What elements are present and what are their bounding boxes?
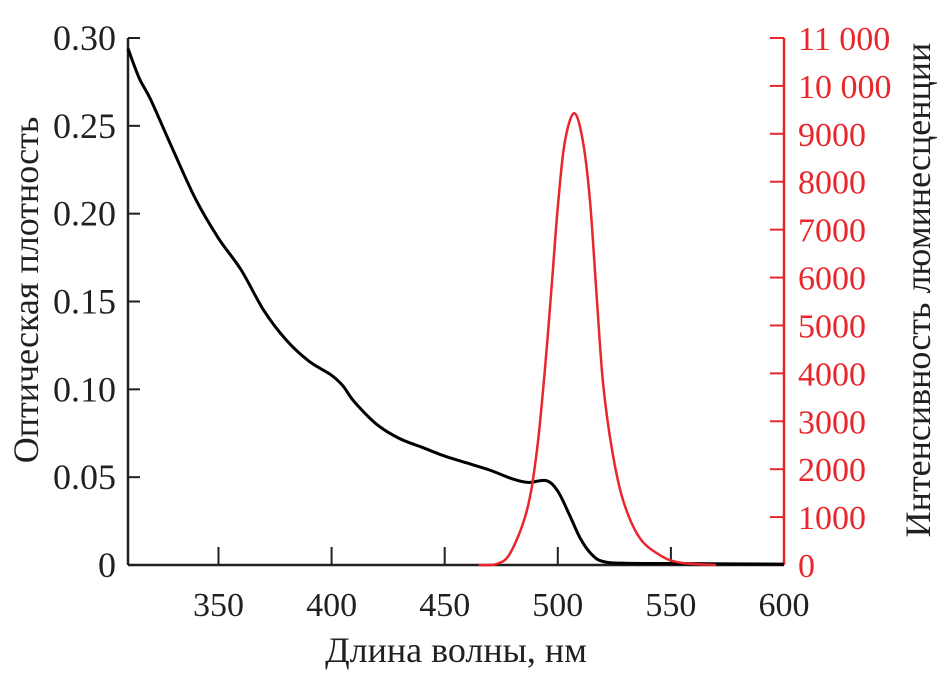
y-left-tick-label: 0.20: [53, 194, 116, 234]
absorption-line: [126, 48, 785, 566]
y-left-tick-label: 0.15: [53, 282, 116, 322]
y-left-tick-label: 0: [98, 545, 116, 585]
y-left-tick-label: 0.25: [53, 106, 116, 146]
y-left-tick-label: 0.30: [53, 18, 116, 58]
x-tick-label: 450: [419, 587, 470, 624]
y-right-tick-label: 1000: [798, 500, 866, 537]
y-right-tick-label: 0: [798, 548, 815, 585]
y-right-tick-label: 2000: [798, 452, 866, 489]
x-tick-label: 550: [645, 587, 696, 624]
x-tick-label: 600: [759, 587, 810, 624]
x-tick-label: 400: [306, 587, 357, 624]
y-right-tick-label: 10 000: [798, 69, 892, 106]
y-right-tick-label: 8000: [798, 165, 866, 202]
y-right-tick-label: 9000: [798, 117, 866, 154]
y-left-tick-label: 0.10: [53, 369, 116, 409]
y-axis-right-label: Интенсивность люминесценции: [898, 43, 938, 538]
x-tick-label: 500: [532, 587, 583, 624]
y-right-tick-label: 5000: [798, 308, 866, 345]
y-axis-left-label: Оптическая плотность: [6, 117, 46, 463]
y-left-tick-label: 0.05: [53, 457, 116, 497]
x-axis-label: Длина волны, нм: [325, 630, 587, 670]
y-right-tick-label: 3000: [798, 404, 866, 441]
luminescence-line: [478, 111, 717, 567]
y-right-tick-label: 6000: [798, 261, 866, 298]
y-right-tick-label: 7000: [798, 213, 866, 250]
y-right-tick-label: 4000: [798, 356, 866, 393]
x-tick-label: 350: [193, 587, 244, 624]
y-right-tick-label: 11 000: [798, 21, 890, 58]
